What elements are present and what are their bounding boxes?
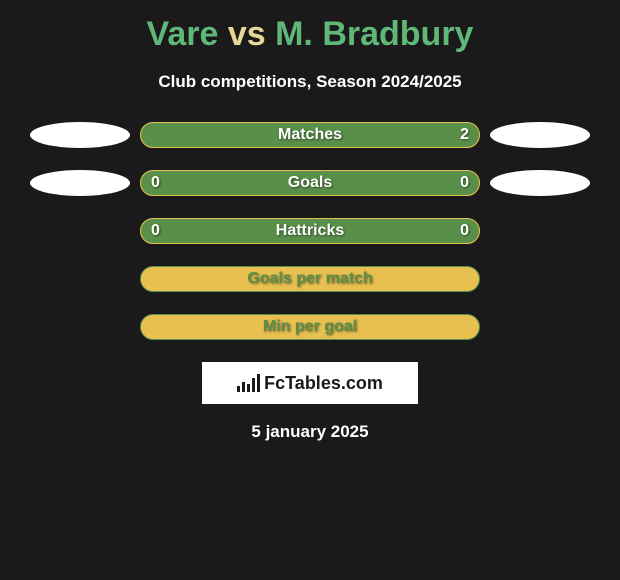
vs-text: vs	[228, 15, 266, 53]
logo-bar	[257, 374, 260, 392]
stat-bar-goals: 0 Goals 0	[140, 170, 480, 196]
stat-value-right: 2	[460, 126, 469, 144]
logo-bar	[247, 384, 250, 392]
ellipse-right	[490, 170, 590, 196]
player-name-1: Vare	[147, 15, 219, 53]
player-name-2: M. Bradbury	[275, 15, 473, 53]
stat-value-right: 0	[460, 174, 469, 192]
subtitle: Club competitions, Season 2024/2025	[0, 72, 620, 92]
chart-icon	[237, 374, 260, 392]
stat-row-goals-per-match: Goals per match	[0, 266, 620, 292]
stat-row-min-per-goal: Min per goal	[0, 314, 620, 340]
main-container: Vare vs M. Bradbury Club competitions, S…	[0, 0, 620, 452]
page-title: Vare vs M. Bradbury	[0, 15, 620, 54]
stat-bar-hattricks: 0 Hattricks 0	[140, 218, 480, 244]
stat-label: Hattricks	[276, 222, 344, 240]
stat-bar-matches: Matches 2	[140, 122, 480, 148]
stats-container: Matches 2 0 Goals 0 0 Hattricks 0	[0, 122, 620, 340]
date-text: 5 january 2025	[0, 422, 620, 442]
stat-label: Min per goal	[263, 318, 357, 336]
stat-value-right: 0	[460, 222, 469, 240]
stat-label: Matches	[278, 126, 342, 144]
logo-bar	[242, 382, 245, 392]
ellipse-left	[30, 122, 130, 148]
stat-value-left: 0	[151, 222, 160, 240]
stat-row-matches: Matches 2	[0, 122, 620, 148]
logo-bar	[237, 386, 240, 392]
ellipse-right	[490, 122, 590, 148]
stat-label: Goals	[288, 174, 332, 192]
stat-value-left: 0	[151, 174, 160, 192]
logo-box[interactable]: FcTables.com	[202, 362, 418, 404]
ellipse-left	[30, 170, 130, 196]
logo-bar	[252, 378, 255, 392]
stat-bar-goals-per-match: Goals per match	[140, 266, 480, 292]
stat-row-goals: 0 Goals 0	[0, 170, 620, 196]
logo-text: FcTables.com	[264, 373, 383, 394]
stat-bar-min-per-goal: Min per goal	[140, 314, 480, 340]
stat-row-hattricks: 0 Hattricks 0	[0, 218, 620, 244]
stat-label: Goals per match	[247, 270, 372, 288]
